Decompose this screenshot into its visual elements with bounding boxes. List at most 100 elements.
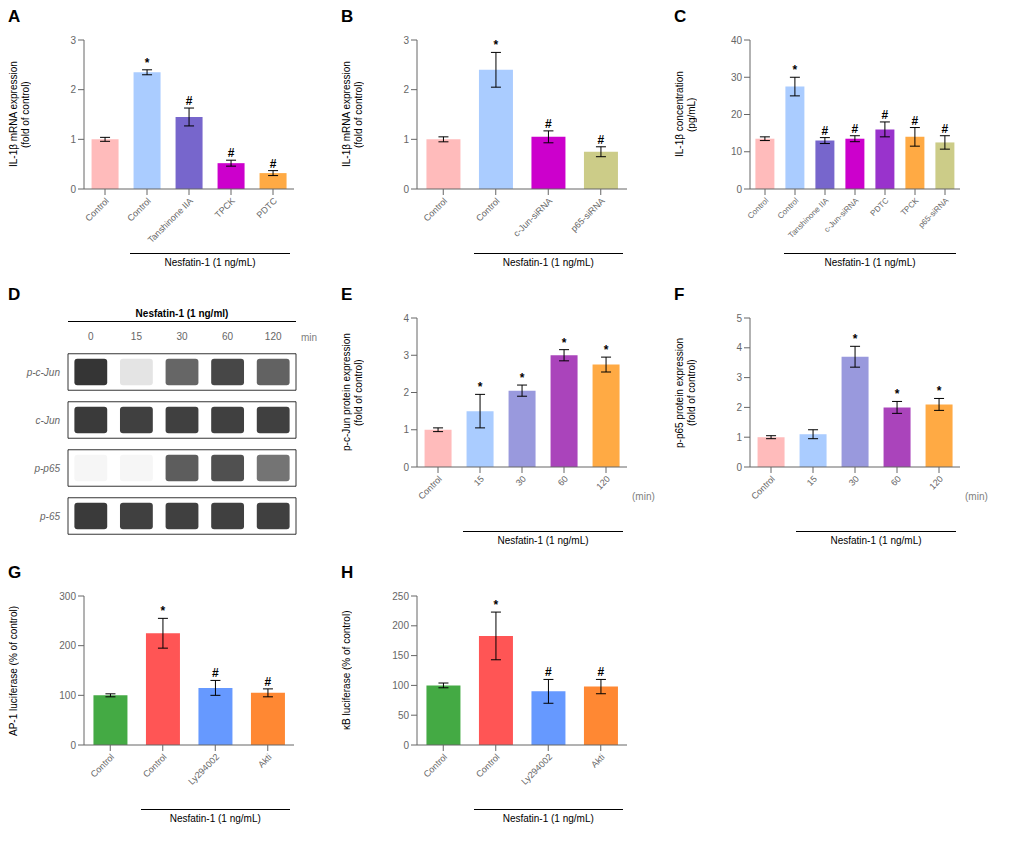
svg-text:Control: Control: [416, 474, 444, 502]
svg-text:#: #: [882, 108, 889, 122]
svg-text:2: 2: [403, 387, 409, 398]
svg-text:60: 60: [556, 474, 570, 488]
svg-text:3: 3: [403, 350, 409, 361]
svg-text:4: 4: [736, 342, 742, 353]
svg-text:1: 1: [736, 432, 742, 443]
svg-text:#: #: [265, 675, 272, 689]
svg-text:Akti: Akti: [589, 752, 607, 770]
svg-text:#: #: [852, 122, 859, 136]
svg-text:TPCK: TPCK: [213, 196, 237, 220]
svg-text:30: 30: [514, 474, 528, 488]
svg-text:*: *: [793, 63, 798, 77]
svg-text:Control: Control: [776, 196, 801, 221]
svg-text:p-p65: p-p65: [33, 463, 60, 474]
svg-text:0: 0: [88, 331, 94, 342]
svg-text:c-Jun-siRNA: c-Jun-siRNA: [511, 196, 554, 239]
svg-text:3: 3: [403, 35, 409, 46]
svg-text:1: 1: [403, 424, 409, 435]
svg-text:p65-siRNA: p65-siRNA: [569, 196, 607, 234]
svg-text:Control: Control: [749, 474, 777, 502]
svg-text:#: #: [228, 146, 235, 160]
svg-text:60: 60: [889, 474, 903, 488]
svg-text:30: 30: [847, 474, 861, 488]
svg-text:0: 0: [736, 184, 742, 195]
svg-text:PDTC: PDTC: [869, 196, 891, 218]
svg-text:1: 1: [70, 134, 76, 145]
svg-text:0: 0: [70, 184, 76, 195]
svg-text:(min): (min): [632, 491, 655, 502]
svg-text:*: *: [161, 604, 166, 618]
svg-text:2: 2: [403, 84, 409, 95]
svg-text:#: #: [212, 666, 219, 680]
svg-text:*: *: [853, 332, 858, 346]
svg-text:Control: Control: [125, 196, 153, 224]
svg-text:0: 0: [736, 462, 742, 473]
svg-text:10: 10: [731, 146, 743, 157]
svg-text:#: #: [598, 665, 605, 679]
svg-text:5: 5: [736, 313, 742, 324]
svg-text:Ly294002: Ly294002: [186, 752, 221, 787]
svg-text:*: *: [562, 336, 567, 350]
svg-text:p-c-Jun: p-c-Jun: [26, 367, 61, 378]
svg-text:60: 60: [222, 331, 234, 342]
svg-text:*: *: [895, 387, 900, 401]
svg-text:Control: Control: [474, 196, 502, 224]
svg-text:#: #: [545, 117, 552, 131]
svg-text:(min): (min): [965, 491, 988, 502]
svg-text:Tanshinone IIA: Tanshinone IIA: [146, 196, 195, 245]
svg-text:#: #: [822, 124, 829, 138]
svg-text:0: 0: [403, 184, 409, 195]
svg-text:250: 250: [392, 591, 409, 602]
svg-text:50: 50: [398, 710, 410, 721]
svg-text:20: 20: [731, 109, 743, 120]
svg-text:*: *: [494, 38, 499, 52]
svg-text:30: 30: [176, 331, 188, 342]
svg-text:p-65: p-65: [39, 511, 60, 522]
svg-text:#: #: [598, 133, 605, 147]
svg-text:Control: Control: [746, 196, 771, 221]
svg-text:*: *: [520, 371, 525, 385]
svg-text:15: 15: [131, 331, 143, 342]
svg-text:40: 40: [731, 35, 743, 46]
svg-text:Control: Control: [83, 196, 111, 224]
svg-text:150: 150: [392, 650, 409, 661]
svg-text:Akti: Akti: [256, 752, 274, 770]
svg-text:#: #: [545, 665, 552, 679]
svg-text:#: #: [912, 114, 919, 128]
svg-text:*: *: [478, 380, 483, 394]
svg-text:Tanshinone IIA: Tanshinone IIA: [787, 196, 831, 240]
svg-text:100: 100: [392, 680, 409, 691]
svg-text:Control: Control: [141, 752, 169, 780]
svg-text:30: 30: [731, 72, 743, 83]
svg-text:300: 300: [59, 591, 76, 602]
svg-text:2: 2: [70, 84, 76, 95]
svg-text:Control: Control: [422, 196, 450, 224]
svg-text:3: 3: [736, 372, 742, 383]
svg-text:15: 15: [805, 474, 819, 488]
svg-text:*: *: [604, 343, 609, 357]
svg-text:*: *: [937, 384, 942, 398]
svg-text:Ly294002: Ly294002: [519, 752, 554, 787]
svg-text:p65-siRNA: p65-siRNA: [917, 196, 951, 230]
svg-text:100: 100: [59, 690, 76, 701]
svg-text:0: 0: [403, 740, 409, 751]
svg-text:2: 2: [736, 402, 742, 413]
svg-text:c-Jun: c-Jun: [36, 415, 61, 426]
svg-text:Control: Control: [89, 752, 117, 780]
svg-text:Control: Control: [422, 752, 450, 780]
svg-text:c-Jun-siRNA: c-Jun-siRNA: [822, 196, 861, 235]
svg-text:Control: Control: [474, 752, 502, 780]
svg-text:#: #: [270, 157, 277, 171]
svg-text:1: 1: [403, 134, 409, 145]
svg-text:0: 0: [403, 462, 409, 473]
svg-text:0: 0: [70, 740, 76, 751]
svg-text:120: 120: [594, 474, 612, 492]
svg-text:200: 200: [392, 620, 409, 631]
svg-text:TPCK: TPCK: [899, 196, 921, 218]
svg-text:200: 200: [59, 640, 76, 651]
svg-text:120: 120: [265, 331, 282, 342]
svg-text:*: *: [145, 56, 150, 70]
svg-text:PDTC: PDTC: [255, 196, 280, 221]
svg-text:4: 4: [403, 313, 409, 324]
svg-text:#: #: [186, 94, 193, 108]
